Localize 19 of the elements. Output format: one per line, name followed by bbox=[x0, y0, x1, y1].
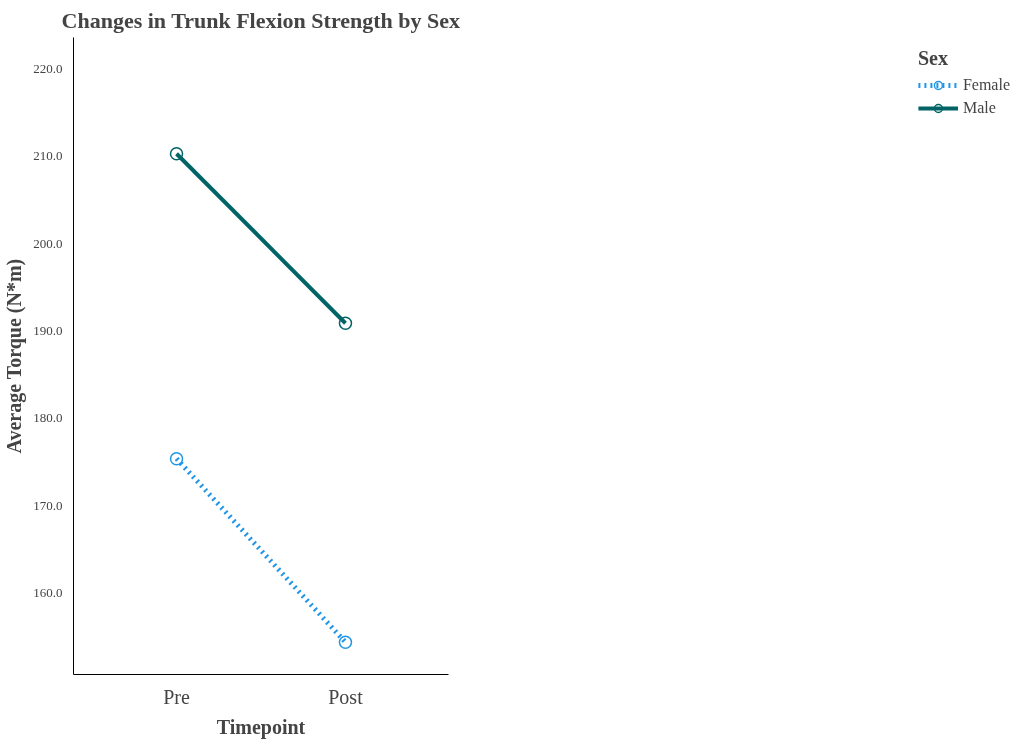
y-tick-label: 160.0 bbox=[33, 585, 63, 601]
legend-label: Female bbox=[962, 76, 1010, 94]
legend-label: Male bbox=[962, 99, 996, 117]
y-tick-label: 180.0 bbox=[33, 410, 63, 426]
chart-title: Changes in Trunk Flexion Strength by Sex bbox=[61, 7, 461, 33]
point bbox=[169, 451, 184, 466]
x-tick-label: Post bbox=[328, 685, 364, 708]
y-tick-label: 170.0 bbox=[33, 497, 63, 513]
y-tick-label: 200.0 bbox=[33, 235, 63, 251]
point bbox=[169, 146, 184, 161]
y-tick-label: 220.0 bbox=[33, 60, 63, 76]
y-tick-label: 190.0 bbox=[33, 323, 63, 339]
point bbox=[338, 316, 353, 330]
x-tick-label: Pre bbox=[163, 685, 190, 708]
legend-title: Sex bbox=[917, 47, 949, 70]
point bbox=[338, 635, 353, 649]
y-tick-label: 210.0 bbox=[33, 148, 63, 164]
x-axis-title: Timepoint bbox=[216, 715, 306, 739]
y-axis-title: Average Torque (N*m) bbox=[3, 258, 27, 454]
